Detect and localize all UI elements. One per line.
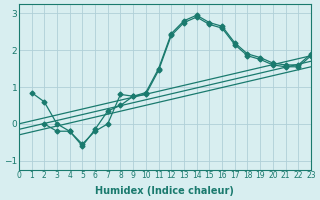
X-axis label: Humidex (Indice chaleur): Humidex (Indice chaleur) <box>95 186 234 196</box>
